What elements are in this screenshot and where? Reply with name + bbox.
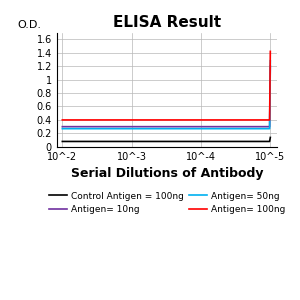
Antigen= 50ng [249, 127, 253, 130]
Line: Antigen= 10ng: Antigen= 10ng [62, 66, 270, 127]
Antigen= 50ng [184, 127, 188, 130]
Control Antigen = 100ng [249, 140, 253, 143]
Line: Antigen= 50ng: Antigen= 50ng [62, 61, 270, 129]
Text: O.D.: O.D. [17, 20, 41, 30]
Control Antigen = 100ng [61, 140, 65, 143]
Control Antigen = 100ng [236, 140, 239, 143]
Antigen= 10ng [61, 125, 65, 128]
Antigen= 50ng [268, 59, 272, 63]
Control Antigen = 100ng [268, 136, 272, 139]
Legend: Control Antigen = 100ng, Antigen= 10ng, Antigen= 50ng, Antigen= 100ng: Control Antigen = 100ng, Antigen= 10ng, … [45, 188, 289, 218]
Antigen= 100ng [268, 50, 272, 53]
Line: Control Antigen = 100ng: Control Antigen = 100ng [62, 137, 270, 142]
Antigen= 50ng [61, 127, 65, 130]
Line: Antigen= 100ng: Antigen= 100ng [62, 51, 270, 120]
X-axis label: Serial Dilutions of Antibody: Serial Dilutions of Antibody [71, 167, 263, 180]
Antigen= 100ng [184, 118, 187, 122]
Antigen= 50ng [184, 127, 187, 130]
Antigen= 100ng [61, 118, 65, 122]
Antigen= 100ng [184, 118, 188, 122]
Control Antigen = 100ng [184, 140, 188, 143]
Title: ELISA Result: ELISA Result [113, 15, 221, 30]
Antigen= 100ng [188, 118, 191, 122]
Antigen= 10ng [236, 125, 239, 128]
Antigen= 10ng [249, 125, 253, 128]
Antigen= 100ng [61, 118, 64, 122]
Antigen= 10ng [61, 125, 64, 128]
Antigen= 10ng [188, 125, 191, 128]
Antigen= 50ng [236, 127, 239, 130]
Antigen= 10ng [184, 125, 187, 128]
Control Antigen = 100ng [61, 140, 64, 143]
Antigen= 100ng [249, 118, 253, 122]
Antigen= 100ng [236, 118, 239, 122]
Antigen= 50ng [188, 127, 191, 130]
Antigen= 10ng [268, 64, 272, 68]
Antigen= 50ng [61, 127, 64, 130]
Control Antigen = 100ng [184, 140, 187, 143]
Control Antigen = 100ng [188, 140, 191, 143]
Antigen= 10ng [184, 125, 188, 128]
